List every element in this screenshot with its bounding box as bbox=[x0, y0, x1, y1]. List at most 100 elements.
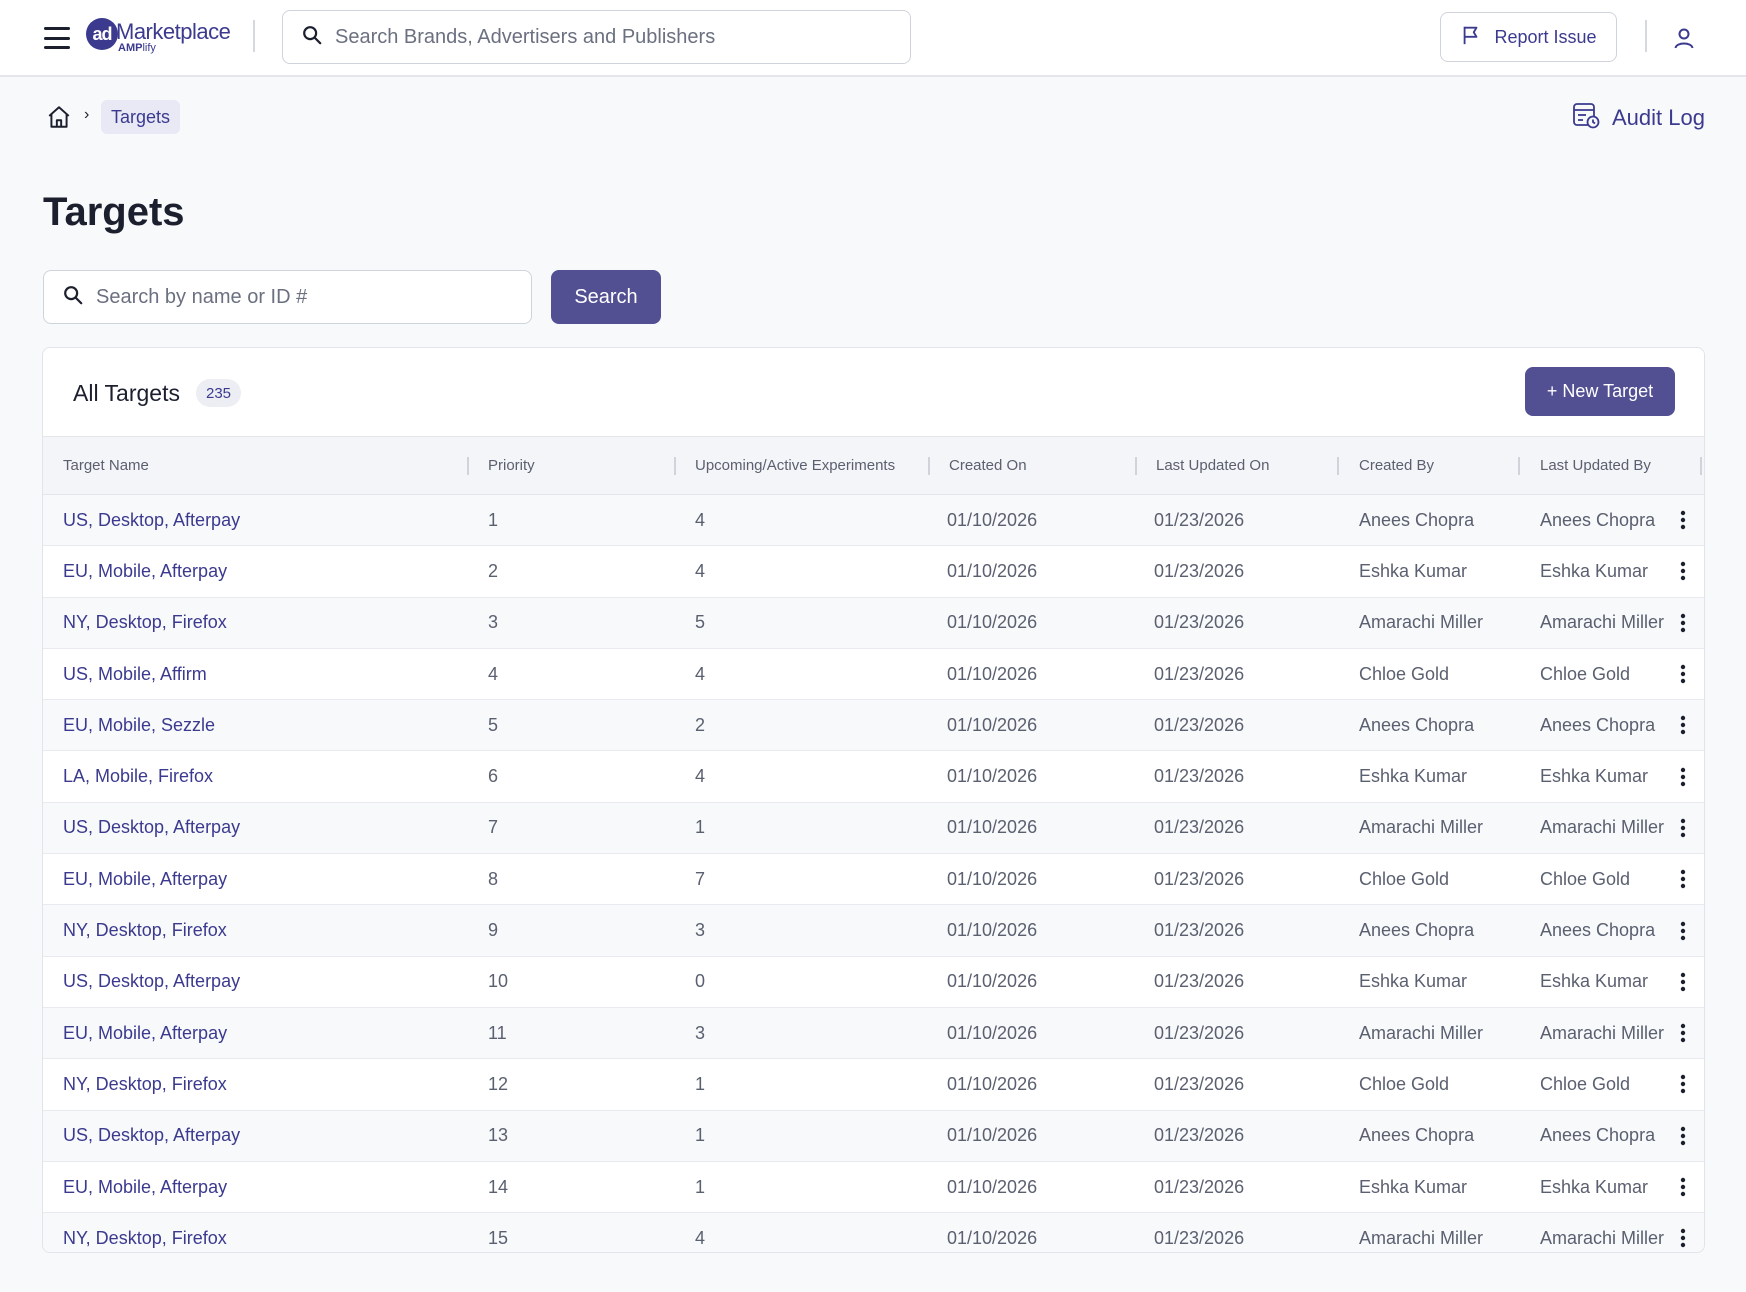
column-header-last-updated-by[interactable]: Last Updated By bbox=[1540, 457, 1651, 474]
last-updated-by-cell: Anees Chopra bbox=[1540, 714, 1656, 735]
audit-log-label: Audit Log bbox=[1612, 105, 1705, 130]
more-vertical-icon[interactable] bbox=[1673, 546, 1693, 596]
experiments-cell: 1 bbox=[695, 1073, 706, 1094]
last-updated-by-cell: Amarachi Miller bbox=[1540, 612, 1665, 633]
breadcrumb-separator: › bbox=[84, 106, 90, 123]
priority-cell: 1 bbox=[488, 509, 499, 530]
target-name-link[interactable]: EU, Mobile, Afterpay bbox=[63, 560, 228, 581]
column-header-priority[interactable]: Priority bbox=[488, 457, 535, 474]
target-name-link[interactable]: NY, Desktop, Firefox bbox=[63, 612, 227, 633]
priority-cell: 13 bbox=[488, 1125, 509, 1146]
more-vertical-icon[interactable] bbox=[1673, 803, 1693, 853]
column-resize-handle[interactable] bbox=[1135, 457, 1137, 475]
created-by-cell: Eshka Kumar bbox=[1359, 766, 1468, 787]
target-name-link[interactable]: US, Desktop, Afterpay bbox=[63, 817, 241, 838]
target-name-link[interactable]: NY, Desktop, Firefox bbox=[63, 1227, 227, 1248]
more-vertical-icon[interactable] bbox=[1673, 1111, 1693, 1161]
last-updated-by-cell: Eshka Kumar bbox=[1540, 971, 1649, 992]
experiments-cell: 4 bbox=[695, 560, 706, 581]
target-name-link[interactable]: NY, Desktop, Firefox bbox=[63, 1073, 227, 1094]
more-vertical-icon[interactable] bbox=[1673, 649, 1693, 699]
more-vertical-icon[interactable] bbox=[1673, 1008, 1693, 1058]
created-on-cell: 01/10/2026 bbox=[947, 612, 1038, 633]
more-vertical-icon[interactable] bbox=[1673, 598, 1693, 648]
new-target-button[interactable]: + New Target bbox=[1525, 367, 1675, 416]
priority-cell: 15 bbox=[488, 1227, 509, 1248]
created-on-cell: 01/10/2026 bbox=[947, 1176, 1038, 1197]
column-resize-handle[interactable] bbox=[1337, 457, 1339, 475]
target-name-link[interactable]: US, Mobile, Affirm bbox=[63, 663, 207, 684]
table-row: EU, Mobile, Afterpay 8 7 01/10/2026 01/2… bbox=[43, 854, 1704, 906]
hamburger-menu-icon[interactable] bbox=[42, 24, 72, 52]
search-icon bbox=[301, 24, 323, 51]
target-name-link[interactable]: EU, Mobile, Afterpay bbox=[63, 868, 228, 889]
user-icon[interactable] bbox=[1668, 22, 1700, 54]
more-vertical-icon[interactable] bbox=[1673, 751, 1693, 801]
last-updated-by-cell: Anees Chopra bbox=[1540, 1125, 1656, 1146]
more-vertical-icon[interactable] bbox=[1673, 1162, 1693, 1212]
column-resize-handle[interactable] bbox=[674, 457, 676, 475]
table-row: US, Desktop, Afterpay 7 1 01/10/2026 01/… bbox=[43, 802, 1704, 855]
target-name-link[interactable]: LA, Mobile, Firefox bbox=[63, 766, 214, 787]
search-button[interactable]: Search bbox=[551, 270, 661, 324]
global-search-box[interactable] bbox=[282, 10, 911, 64]
table-header: Target Name Priority Upcoming/Active Exp… bbox=[43, 436, 1704, 495]
more-vertical-icon[interactable] bbox=[1673, 700, 1693, 750]
more-vertical-icon[interactable] bbox=[1673, 1213, 1693, 1252]
last-updated-by-cell: Amarachi Miller bbox=[1540, 1022, 1665, 1043]
more-vertical-icon[interactable] bbox=[1673, 495, 1693, 545]
table-row: NY, Desktop, Firefox 9 3 01/10/2026 01/2… bbox=[43, 905, 1704, 957]
column-header-experiments[interactable]: Upcoming/Active Experiments bbox=[695, 457, 896, 474]
target-name-link[interactable]: NY, Desktop, Firefox bbox=[63, 920, 227, 941]
audit-log-icon bbox=[1572, 101, 1600, 135]
column-resize-handle[interactable] bbox=[1518, 457, 1520, 475]
global-search-input[interactable] bbox=[335, 11, 910, 63]
created-on-cell: 01/10/2026 bbox=[947, 714, 1038, 735]
target-name-link[interactable]: EU, Mobile, Afterpay bbox=[63, 1022, 228, 1043]
created-on-cell: 01/10/2026 bbox=[947, 920, 1038, 941]
more-vertical-icon[interactable] bbox=[1673, 957, 1693, 1007]
table-row: US, Mobile, Affirm 4 4 01/10/2026 01/23/… bbox=[43, 648, 1704, 701]
last-updated-on-cell: 01/23/2026 bbox=[1154, 1125, 1245, 1146]
column-header-last-updated-on[interactable]: Last Updated On bbox=[1156, 457, 1270, 474]
created-on-cell: 01/10/2026 bbox=[947, 1022, 1038, 1043]
topbar-divider bbox=[1645, 20, 1647, 52]
column-header-created-by[interactable]: Created By bbox=[1359, 457, 1435, 474]
logo-wordmark: Marketplace bbox=[116, 19, 231, 44]
target-name-link[interactable]: EU, Mobile, Sezzle bbox=[63, 714, 216, 735]
audit-log-link[interactable]: Audit Log bbox=[1572, 102, 1705, 134]
created-on-cell: 01/10/2026 bbox=[947, 971, 1038, 992]
created-on-cell: 01/10/2026 bbox=[947, 560, 1038, 581]
target-name-link[interactable]: US, Desktop, Afterpay bbox=[63, 1125, 241, 1146]
page-title: Targets bbox=[43, 190, 185, 234]
more-vertical-icon[interactable] bbox=[1673, 854, 1693, 904]
target-search-box[interactable] bbox=[43, 270, 532, 324]
more-vertical-icon[interactable] bbox=[1673, 905, 1693, 955]
brand-logo[interactable]: ad Marketplace AMPlify bbox=[86, 16, 236, 56]
target-search-input[interactable] bbox=[96, 271, 531, 323]
column-resize-handle[interactable] bbox=[1700, 457, 1702, 475]
column-header-created-on[interactable]: Created On bbox=[949, 457, 1027, 474]
target-name-link[interactable]: EU, Mobile, Afterpay bbox=[63, 1176, 228, 1197]
created-on-cell: 01/10/2026 bbox=[947, 663, 1038, 684]
last-updated-on-cell: 01/23/2026 bbox=[1154, 920, 1245, 941]
column-resize-handle[interactable] bbox=[928, 457, 930, 475]
experiments-cell: 4 bbox=[695, 766, 706, 787]
last-updated-by-cell: Chloe Gold bbox=[1540, 663, 1631, 684]
flag-icon bbox=[1460, 24, 1482, 51]
column-resize-handle[interactable] bbox=[467, 457, 469, 475]
last-updated-by-cell: Chloe Gold bbox=[1540, 868, 1631, 889]
home-icon[interactable] bbox=[46, 104, 74, 132]
target-name-link[interactable]: US, Desktop, Afterpay bbox=[63, 971, 241, 992]
created-on-cell: 01/10/2026 bbox=[947, 509, 1038, 530]
target-name-link[interactable]: US, Desktop, Afterpay bbox=[63, 509, 241, 530]
created-by-cell: Amarachi Miller bbox=[1359, 1227, 1484, 1248]
created-by-cell: Chloe Gold bbox=[1359, 1073, 1450, 1094]
experiments-cell: 7 bbox=[695, 868, 706, 889]
priority-cell: 3 bbox=[488, 612, 499, 633]
report-issue-button[interactable]: Report Issue bbox=[1440, 12, 1617, 62]
column-header-target-name[interactable]: Target Name bbox=[63, 457, 149, 474]
more-vertical-icon[interactable] bbox=[1673, 1059, 1693, 1109]
table-row: EU, Mobile, Sezzle 5 2 01/10/2026 01/23/… bbox=[43, 700, 1704, 752]
experiments-cell: 4 bbox=[695, 509, 706, 530]
